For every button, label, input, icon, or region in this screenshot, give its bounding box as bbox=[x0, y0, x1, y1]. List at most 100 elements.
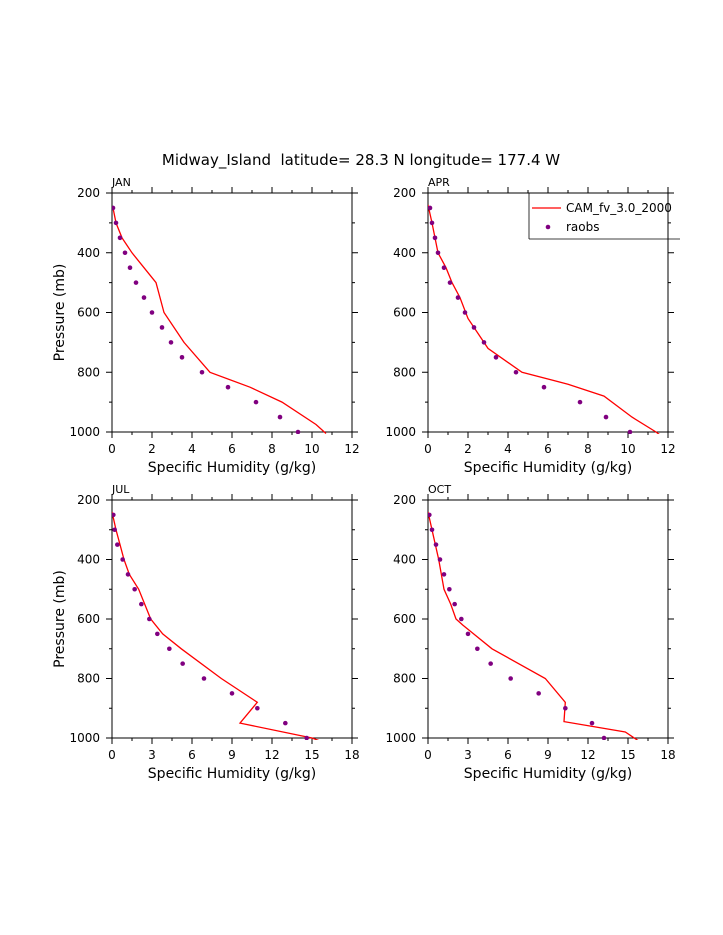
raobs-point bbox=[149, 310, 155, 315]
legend-marker-swatch bbox=[545, 224, 551, 230]
x-tick-label: 15 bbox=[620, 748, 635, 762]
y-tick-label: 1000 bbox=[385, 731, 416, 745]
x-axis-label: Specific Humidity (g/kg) bbox=[464, 766, 632, 782]
legend-model-label: CAM_fv_3.0_2000 bbox=[566, 201, 672, 215]
raobs-point bbox=[447, 280, 453, 285]
y-tick-label: 200 bbox=[77, 186, 100, 200]
model-profile-line bbox=[112, 511, 320, 740]
y-tick-label: 1000 bbox=[69, 425, 100, 439]
plot-frame bbox=[111, 192, 353, 433]
x-tick-label: 4 bbox=[188, 442, 196, 456]
series-group bbox=[112, 205, 327, 434]
raobs-point bbox=[459, 616, 464, 622]
y-tick-label: 600 bbox=[393, 306, 416, 320]
x-tick-label: 6 bbox=[544, 442, 552, 456]
raobs-point bbox=[429, 220, 435, 226]
panel-apr: 0 2 4 6 8 10 12 200 400 600 800 1000 APR Specific Hum… bbox=[385, 176, 680, 476]
raobs-point bbox=[441, 265, 447, 270]
raobs-point bbox=[199, 369, 205, 375]
raobs-point bbox=[139, 601, 144, 607]
raobs-point bbox=[488, 661, 493, 666]
y-tick-label: 800 bbox=[393, 672, 416, 686]
x-tick-label: 9 bbox=[228, 748, 236, 762]
raobs-point bbox=[462, 310, 468, 315]
raobs-point bbox=[435, 250, 441, 256]
raobs-point bbox=[180, 661, 185, 666]
raobs-point bbox=[120, 557, 125, 562]
figure-title: Midway_Island latitude= 28.3 N longitude… bbox=[162, 151, 560, 170]
y-tick-label: 800 bbox=[77, 672, 100, 686]
x-tick-label: 18 bbox=[660, 748, 675, 762]
x-tick-label: 18 bbox=[344, 748, 359, 762]
raobs-point bbox=[603, 414, 609, 420]
panel-title: OCT bbox=[428, 483, 451, 496]
model-profile-line bbox=[112, 207, 327, 434]
raobs-point bbox=[127, 265, 133, 270]
x-tick-label: 6 bbox=[504, 748, 512, 762]
panel-title: JAN bbox=[111, 176, 131, 189]
panel-oct: 0 3 6 9 12 15 18 200 400 600 800 1000 OCT Specific Hu… bbox=[385, 483, 675, 782]
raobs-point bbox=[253, 399, 259, 405]
x-tick-label: 2 bbox=[464, 442, 472, 456]
raobs-point bbox=[179, 355, 185, 360]
raobs-point bbox=[493, 355, 499, 360]
raobs-point bbox=[112, 205, 116, 211]
y-tick-label: 800 bbox=[77, 365, 100, 379]
raobs-point bbox=[563, 705, 568, 711]
model-profile-line bbox=[428, 204, 660, 434]
raobs-point bbox=[229, 691, 235, 696]
raobs-point bbox=[541, 384, 547, 390]
raobs-point bbox=[452, 601, 457, 607]
x-tick-label: 2 bbox=[148, 442, 156, 456]
y-axis-label: Pressure (mb) bbox=[52, 570, 68, 668]
y-tick-label: 200 bbox=[393, 186, 416, 200]
raobs-point bbox=[112, 527, 117, 533]
raobs-point bbox=[433, 542, 439, 547]
y-tick-label: 600 bbox=[77, 306, 100, 320]
plot-frame bbox=[427, 499, 669, 739]
y-tick-label: 200 bbox=[393, 493, 416, 507]
raobs-point bbox=[437, 557, 443, 562]
y-tick-label: 400 bbox=[77, 246, 100, 260]
raobs-point bbox=[141, 295, 147, 300]
y-tick-label: 1000 bbox=[385, 425, 416, 439]
raobs-point bbox=[455, 295, 461, 300]
raobs-point bbox=[295, 429, 301, 434]
raobs-point bbox=[513, 369, 519, 375]
x-tick-label: 9 bbox=[544, 748, 552, 762]
raobs-point bbox=[447, 586, 452, 592]
raobs-point bbox=[481, 340, 487, 345]
x-axis-label: Specific Humidity (g/kg) bbox=[464, 460, 632, 476]
raobs-point bbox=[115, 542, 120, 547]
y-tick-label: 400 bbox=[393, 553, 416, 567]
panel-title: APR bbox=[428, 176, 450, 189]
y-tick-label: 800 bbox=[393, 365, 416, 379]
series-group bbox=[428, 511, 639, 740]
raobs-point bbox=[475, 646, 480, 652]
raobs-point bbox=[601, 735, 607, 740]
x-tick-label: 0 bbox=[108, 442, 116, 456]
raobs-point bbox=[441, 572, 447, 577]
raobs-point bbox=[255, 705, 260, 711]
panel-jul: 0 3 6 9 12 15 18 200 400 600 800 1000 JUL Specific Hu… bbox=[52, 483, 360, 782]
legend-obs-label: raobs bbox=[566, 220, 600, 234]
x-tick-label: 10 bbox=[304, 442, 319, 456]
raobs-point bbox=[168, 340, 174, 345]
raobs-point bbox=[159, 325, 165, 330]
x-tick-label: 10 bbox=[620, 442, 635, 456]
raobs-point bbox=[536, 691, 541, 696]
x-tick-label: 15 bbox=[304, 748, 319, 762]
x-tick-label: 3 bbox=[148, 748, 156, 762]
raobs-point bbox=[283, 720, 288, 726]
y-tick-label: 200 bbox=[77, 493, 100, 507]
raobs-point bbox=[432, 235, 438, 241]
y-tick-label: 400 bbox=[393, 246, 416, 260]
x-tick-label: 0 bbox=[108, 748, 116, 762]
series-group bbox=[428, 204, 660, 434]
raobs-point bbox=[113, 220, 119, 226]
x-tick-label: 0 bbox=[424, 442, 432, 456]
raobs-point bbox=[112, 512, 116, 518]
raobs-point bbox=[122, 250, 128, 256]
raobs-point bbox=[428, 512, 432, 518]
